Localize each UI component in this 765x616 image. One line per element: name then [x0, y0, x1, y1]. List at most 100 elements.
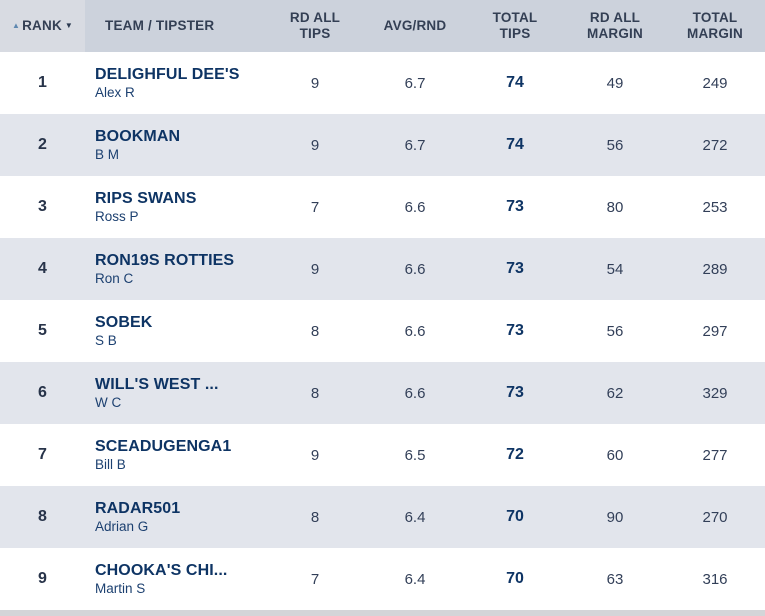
- team-name: RON19S ROTTIES: [95, 252, 235, 269]
- tipster-name: W C: [95, 395, 122, 410]
- column-header-rd-all-margin[interactable]: RD ALL MARGIN: [587, 10, 643, 41]
- tipster-name: Alex R: [95, 85, 135, 100]
- team-name: SOBEK: [95, 314, 153, 331]
- avg-rnd-value: 6.6: [404, 198, 426, 216]
- table-row[interactable]: 5 SOBEK S B 8 6.6 73 56 297: [0, 300, 765, 362]
- team-tipster-cell: CHOOKA'S CHI... Martin S: [85, 562, 265, 596]
- rd-all-margin-value: 80: [606, 198, 624, 216]
- next-row-top-edge: [0, 610, 765, 616]
- table-row[interactable]: 8 RADAR501 Adrian G 8 6.4 70 90 270: [0, 486, 765, 548]
- table-row[interactable]: 3 RIPS SWANS Ross P 7 6.6 73 80 253: [0, 176, 765, 238]
- avg-rnd-value: 6.6: [404, 260, 426, 278]
- table-row[interactable]: 9 CHOOKA'S CHI... Martin S 7 6.4 70 63 3…: [0, 548, 765, 610]
- rd-all-margin-value: 60: [606, 446, 624, 464]
- rank-value: 3: [38, 198, 47, 215]
- rd-all-tips-value: 7: [310, 198, 320, 216]
- column-header-rd-all-tips[interactable]: RD ALL TIPS: [289, 10, 341, 41]
- sort-ascending-icon: ▲: [11, 21, 21, 30]
- rd-all-margin-value: 49: [606, 74, 624, 92]
- column-header-rank[interactable]: ▲ RANK ▼: [0, 0, 85, 52]
- rd-all-tips-value: 8: [310, 322, 320, 340]
- rd-all-tips-value: 9: [310, 446, 320, 464]
- total-tips-value: 74: [506, 74, 524, 91]
- team-tipster-cell: RON19S ROTTIES Ron C: [85, 252, 265, 286]
- team-name: RADAR501: [95, 500, 181, 517]
- tipster-name: Bill B: [95, 457, 126, 472]
- rd-all-tips-value: 8: [310, 384, 320, 402]
- rd-all-margin-value: 90: [606, 508, 624, 526]
- team-tipster-cell: SOBEK S B: [85, 314, 265, 348]
- table-row[interactable]: 1 DELIGHFUL DEE'S Alex R 9 6.7 74 49 249: [0, 52, 765, 114]
- team-name: RIPS SWANS: [95, 190, 197, 207]
- total-margin-value: 297: [702, 322, 728, 340]
- total-margin-value: 316: [702, 570, 728, 588]
- total-tips-value: 70: [506, 570, 524, 587]
- rank-value: 9: [38, 570, 47, 587]
- avg-rnd-value: 6.5: [404, 446, 426, 464]
- tipster-name: B M: [95, 147, 120, 162]
- table-body: 1 DELIGHFUL DEE'S Alex R 9 6.7 74 49 249…: [0, 52, 765, 610]
- tipster-name: Ron C: [95, 271, 134, 286]
- team-name: WILL'S WEST ...: [95, 376, 219, 393]
- total-tips-value: 70: [506, 508, 524, 525]
- rd-all-margin-value: 56: [606, 322, 624, 340]
- rd-all-tips-value: 9: [310, 136, 320, 154]
- rank-value: 1: [38, 74, 47, 91]
- tipster-name: Martin S: [95, 581, 146, 596]
- rd-all-margin-value: 54: [606, 260, 624, 278]
- rd-all-tips-value: 7: [310, 570, 320, 588]
- sort-dropdown-icon: ▼: [64, 21, 74, 30]
- total-tips-value: 72: [506, 446, 524, 463]
- total-tips-value: 74: [506, 136, 524, 153]
- team-name: SCEADUGENGA1: [95, 438, 232, 455]
- rd-all-tips-value: 8: [310, 508, 320, 526]
- column-header-total-tips[interactable]: TOTAL TIPS: [492, 10, 538, 41]
- column-header-rank-label: RANK: [22, 18, 62, 34]
- total-margin-value: 249: [702, 74, 728, 92]
- team-tipster-cell: BOOKMAN B M: [85, 128, 265, 162]
- total-margin-value: 289: [702, 260, 728, 278]
- total-tips-value: 73: [506, 198, 524, 215]
- total-tips-value: 73: [506, 322, 524, 339]
- rd-all-tips-value: 9: [310, 260, 320, 278]
- avg-rnd-value: 6.7: [404, 74, 426, 92]
- rank-value: 6: [38, 384, 47, 401]
- table-row[interactable]: 2 BOOKMAN B M 9 6.7 74 56 272: [0, 114, 765, 176]
- team-tipster-cell: DELIGHFUL DEE'S Alex R: [85, 66, 265, 100]
- avg-rnd-value: 6.6: [404, 384, 426, 402]
- table-row[interactable]: 7 SCEADUGENGA1 Bill B 9 6.5 72 60 277: [0, 424, 765, 486]
- rd-all-tips-value: 9: [310, 74, 320, 92]
- total-margin-value: 253: [702, 198, 728, 216]
- rd-all-margin-value: 63: [606, 570, 624, 588]
- tipster-name: Adrian G: [95, 519, 149, 534]
- table-row[interactable]: 6 WILL'S WEST ... W C 8 6.6 73 62 329: [0, 362, 765, 424]
- column-header-team-tipster[interactable]: TEAM / TIPSTER: [105, 18, 215, 34]
- column-header-avg-rnd[interactable]: AVG/RND: [383, 18, 447, 34]
- table-header: ▲ RANK ▼ TEAM / TIPSTER RD ALL TIPS AVG/…: [0, 0, 765, 52]
- total-tips-value: 73: [506, 260, 524, 277]
- total-margin-value: 329: [702, 384, 728, 402]
- avg-rnd-value: 6.6: [404, 322, 426, 340]
- total-tips-value: 73: [506, 384, 524, 401]
- table-row[interactable]: 4 RON19S ROTTIES Ron C 9 6.6 73 54 289: [0, 238, 765, 300]
- rd-all-margin-value: 56: [606, 136, 624, 154]
- column-header-total-margin[interactable]: TOTAL MARGIN: [687, 10, 743, 41]
- team-name: DELIGHFUL DEE'S: [95, 66, 240, 83]
- total-margin-value: 272: [702, 136, 728, 154]
- team-tipster-cell: RADAR501 Adrian G: [85, 500, 265, 534]
- avg-rnd-value: 6.4: [404, 508, 426, 526]
- tipster-name: S B: [95, 333, 117, 348]
- avg-rnd-value: 6.7: [404, 136, 426, 154]
- rank-value: 4: [38, 260, 47, 277]
- team-name: CHOOKA'S CHI...: [95, 562, 228, 579]
- rank-value: 7: [38, 446, 47, 463]
- team-tipster-cell: SCEADUGENGA1 Bill B: [85, 438, 265, 472]
- total-margin-value: 277: [702, 446, 728, 464]
- team-tipster-cell: RIPS SWANS Ross P: [85, 190, 265, 224]
- team-tipster-cell: WILL'S WEST ... W C: [85, 376, 265, 410]
- tipster-name: Ross P: [95, 209, 139, 224]
- avg-rnd-value: 6.4: [404, 570, 426, 588]
- rank-value: 2: [38, 136, 47, 153]
- rd-all-margin-value: 62: [606, 384, 624, 402]
